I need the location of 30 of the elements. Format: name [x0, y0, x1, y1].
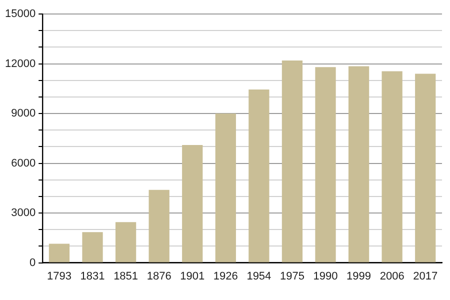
- x-tick-label: 1954: [246, 270, 272, 282]
- x-tick-label: 1975: [280, 270, 304, 282]
- x-tick-label: 2006: [380, 270, 404, 282]
- y-tick-label: 6000: [11, 157, 36, 170]
- bar: [348, 66, 370, 262]
- bar: [148, 190, 170, 262]
- bar: [82, 232, 103, 262]
- x-tick-label: 1793: [46, 270, 72, 282]
- x-tick-label: 1851: [114, 270, 138, 282]
- bar: [248, 89, 270, 262]
- bar: [282, 60, 303, 262]
- y-tick-label: 12000: [4, 58, 36, 70]
- bar: [48, 244, 70, 262]
- y-tick-label: 9000: [11, 108, 36, 120]
- y-tick-label: 15000: [4, 8, 36, 20]
- bar: [382, 71, 402, 262]
- x-tick-label: 1990: [313, 270, 338, 282]
- y-tick-label: 0: [29, 256, 36, 269]
- x-tick-label: 1926: [213, 270, 238, 282]
- y-tick-label: 3000: [11, 207, 36, 220]
- x-tick-label: 1831: [80, 270, 105, 282]
- x-tick-label: 1901: [180, 270, 205, 282]
- bar: [315, 67, 336, 262]
- x-tick-label: 1999: [346, 270, 372, 282]
- bar: [215, 114, 236, 262]
- bar: [115, 222, 136, 262]
- bar: [182, 145, 203, 262]
- bar: [415, 74, 436, 262]
- x-tick-label: 1876: [146, 270, 172, 282]
- x-tick-label: 2017: [413, 270, 438, 282]
